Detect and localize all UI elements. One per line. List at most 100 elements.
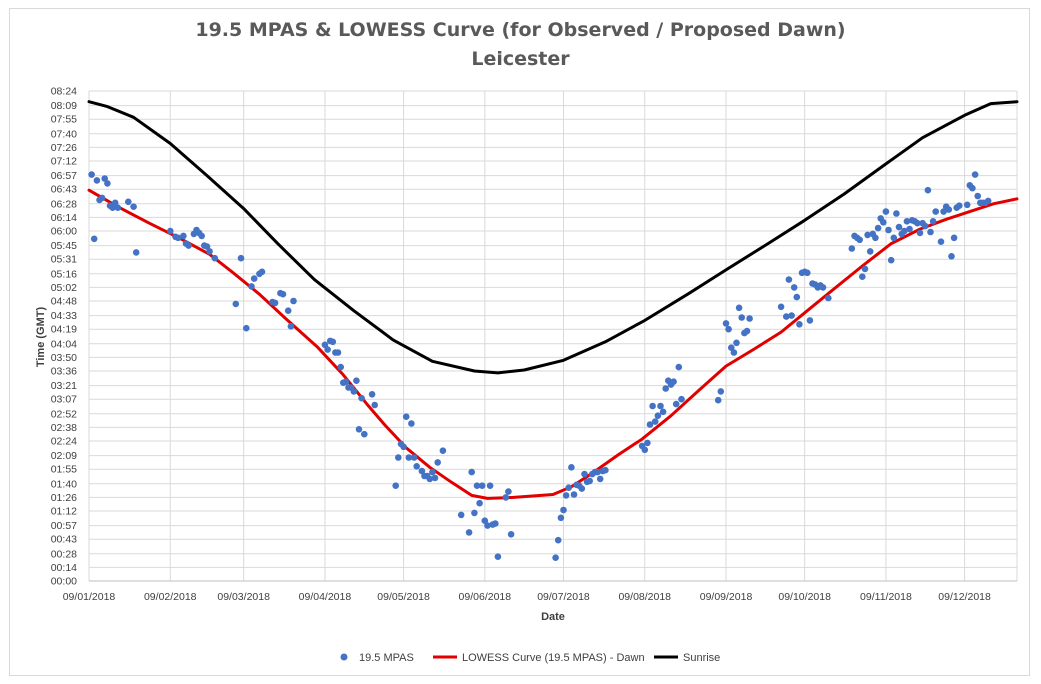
mpas-data-point [657,402,664,410]
y-tick-label: 02:38 [51,422,77,434]
y-tick-label: 06:28 [51,198,77,210]
mpas-data-point [492,520,499,527]
mpas-data-point [956,202,963,209]
mpas-data-point [279,290,287,298]
mpas-data-point [358,394,365,402]
y-tick-label: 03:21 [51,380,77,392]
legend-marker-mpas [340,653,348,661]
mpas-data-point [130,203,137,210]
mpas-data-point [465,529,473,536]
mpas-data-point [672,400,680,408]
sunrise-line [87,100,1019,375]
mpas-data-point [471,509,478,517]
mpas-data-point [554,536,562,544]
mpas-data-point [874,224,882,232]
mpas-data-point [174,234,182,242]
x-axis-label: Date [541,611,565,623]
mpas-data-point [733,339,740,347]
mpas-data-point [806,317,814,324]
mpas-data-point [410,454,418,461]
mpas-data-point [101,175,108,182]
mpas-data-point [248,283,255,290]
mpas-data-point [392,482,400,490]
mpas-data-point [788,312,795,319]
y-tick-label: 06:57 [51,170,77,182]
x-tick-label: 09/11/2018 [860,591,912,603]
mpas-data-point [882,208,890,215]
mpas-data-point [856,236,863,244]
mpas-data-point [104,180,111,187]
mpas-data-point [334,349,342,356]
y-tick-label: 07:12 [51,156,77,168]
mpas-data-point [929,218,937,225]
mpas-data-point [880,219,887,226]
y-axis-label: Time (GMT) [35,307,47,368]
mpas-data-point [429,468,436,476]
mpas-data-point [426,475,434,483]
mpas-data-point [825,294,832,302]
mpas-data-point [948,252,955,260]
mpas-data-point [565,484,572,492]
gridlines [88,90,1018,582]
mpas-data-point [945,206,953,213]
legend-label-mpas: 19.5 MPAS [359,652,414,664]
y-tick-label: 06:00 [51,226,77,238]
mpas-data-point [984,197,992,205]
x-tick-label: 09/12/2018 [938,591,991,603]
mpas-data-point [557,514,565,522]
mpas-data-point [321,341,329,349]
mpas-data-point [287,323,295,330]
mpas-data-point [675,363,683,371]
mpas-data-point [232,300,240,308]
mpas-data-point [361,430,368,438]
x-axis-ticks: 09/01/2018 09/02/2018 09/03/2018 09/04/2018… [63,591,991,603]
mpas-data-point [502,494,510,501]
mpas-data-point [481,517,489,524]
mpas-data-point [206,248,213,255]
mpas-data-point [654,412,662,420]
mpas-data-point [971,171,979,178]
mpas-data-point [746,315,753,322]
mpas-data-point [641,446,649,454]
legend-label-sunrise: Sunrise [683,652,720,664]
y-tick-label: 03:36 [51,366,77,378]
mpas-data-point [730,349,738,356]
mpas-data-point [562,492,570,499]
mpas-data-point [937,238,945,245]
mpas-data-point [353,377,360,385]
mpas-data-point [198,232,205,240]
mpas-data-point [969,184,976,192]
mpas-data-point [473,482,481,490]
mpas-data-point [560,506,567,514]
mpas-data-point [872,234,879,242]
mpas-data-point [725,325,732,333]
mpas-data-point [476,499,483,507]
mpas-data-point [271,299,279,307]
y-tick-label: 02:24 [51,436,77,448]
mpas-data-point [790,284,798,291]
mpas-data-point [494,553,502,560]
mpas-data-point [578,485,586,492]
mpas-data-point [932,208,939,215]
mpas-data-point [132,249,140,256]
mpas-data-point [114,204,122,211]
mpas-data-point [337,363,345,371]
mpas-data-point [237,254,245,262]
mpas-data-point [927,228,934,236]
mpas-data-point [98,194,106,202]
mpas-data-point [916,229,924,237]
mpas-data-point [408,420,415,427]
mpas-data-point [290,297,297,305]
mpas-data-point [468,468,476,476]
mpas-data-point [568,464,575,471]
mpas-data-point [901,227,908,235]
mpas-data-point [974,192,981,200]
y-tick-label: 06:43 [51,184,77,196]
y-tick-label: 01:55 [51,464,77,476]
mpas-data-point [670,378,677,386]
mpas-data-point [581,470,588,478]
y-tick-label: 05:31 [51,254,77,266]
mpas-data-point [93,177,101,184]
y-tick-label: 07:26 [51,142,77,154]
